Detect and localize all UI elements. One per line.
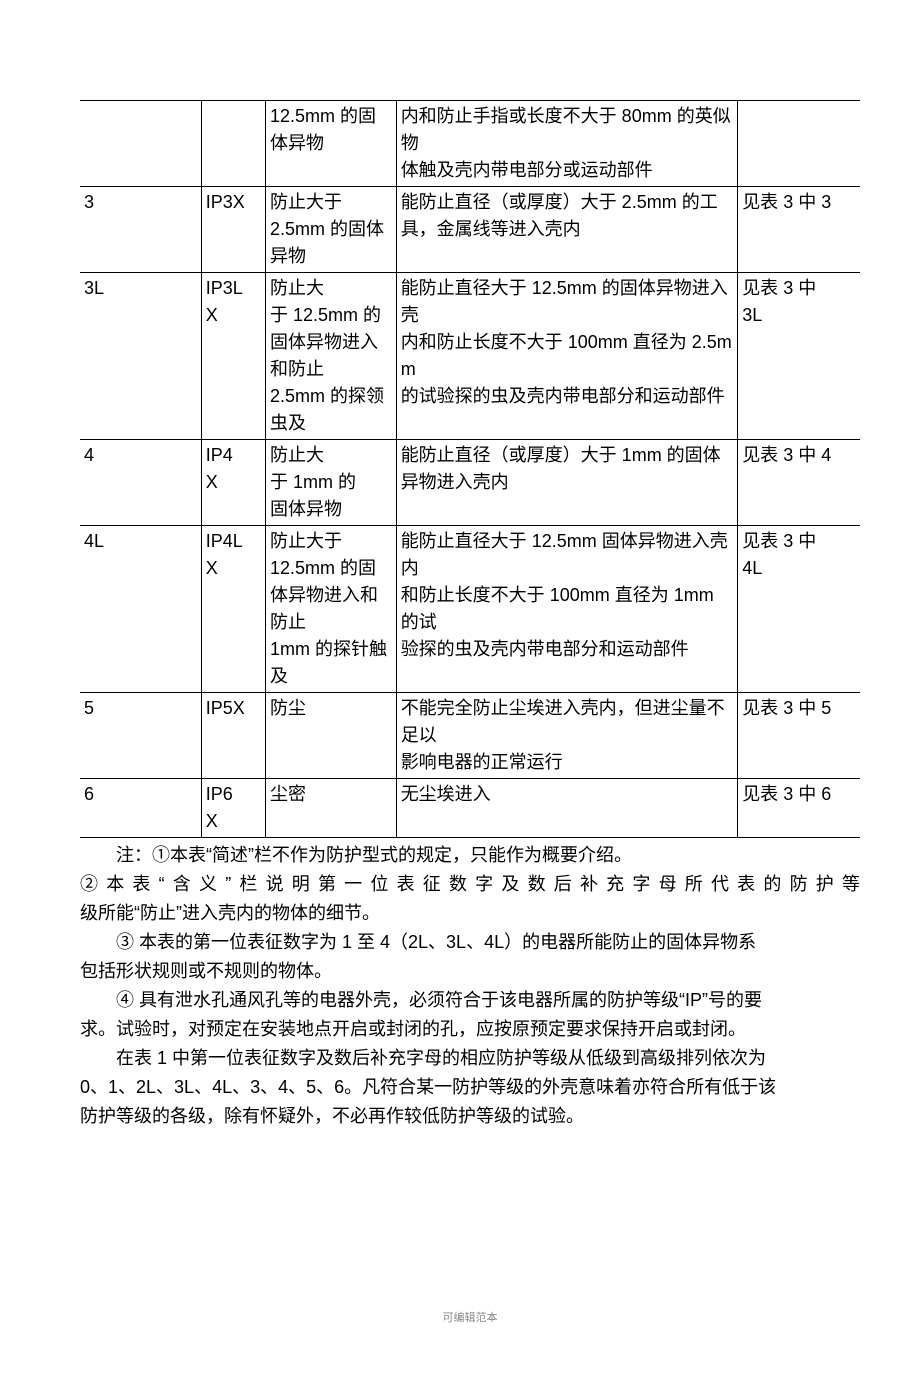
table-row: 6IP6X尘密无尘埃进入见表 3 中 6 <box>80 779 860 838</box>
note-2-line1: ②本表“含义”栏说明第一位表征数字及数后补充字母所代表的防护等 <box>80 871 860 898</box>
table-cell-c4: 能防止直径（或厚度）大于 1mm 的固体异物进入壳内 <box>396 440 738 526</box>
table-cell-c3: 防止大于2.5mm 的固体异物 <box>266 187 397 273</box>
table-cell-c1: 3 <box>80 187 201 273</box>
table-cell-c3: 尘密 <box>266 779 397 838</box>
table-cell-c5: 见表 3 中4L <box>738 526 860 693</box>
note-2-line2: 级所能“防止”进入壳内的物体的细节。 <box>80 900 860 927</box>
table-cell-c1: 5 <box>80 693 201 779</box>
table-row: 4LIP4LX防止大于 12.5mm 的固体异物进入和防止 1mm 的探针触及能… <box>80 526 860 693</box>
table-cell-c2: IP4X <box>201 440 265 526</box>
table-cell-c4: 无尘埃进入 <box>396 779 738 838</box>
table-cell-c3: 防尘 <box>266 693 397 779</box>
table-cell-c2: IP4LX <box>201 526 265 693</box>
table-cell-c3: 防止大于 12.5mm 的固体异物进入和防止 1mm 的探针触及 <box>266 526 397 693</box>
table-cell-c2: IP3LX <box>201 273 265 440</box>
table-cell-c1: 6 <box>80 779 201 838</box>
table-cell-c2: IP6X <box>201 779 265 838</box>
table-cell-c3: 防止大 于 12.5mm 的固体异物进入和防止 2.5mm 的探领虫及 <box>266 273 397 440</box>
table-row: 12.5mm 的固体异物内和防止手指或长度不大于 80mm 的英似物体触及壳内带… <box>80 101 860 187</box>
table-cell-c3: 12.5mm 的固体异物 <box>266 101 397 187</box>
table-cell-c5: 见表 3 中 6 <box>738 779 860 838</box>
footer-text: 可编辑范本 <box>80 1310 860 1327</box>
note-5-line3: 防护等级的各级，除有怀疑外，不必再作较低防护等级的试验。 <box>80 1103 860 1130</box>
table-cell-c5: 见表 3 中 3 <box>738 187 860 273</box>
table-row: 3IP3X防止大于2.5mm 的固体异物能防止直径（或厚度）大于 2.5mm 的… <box>80 187 860 273</box>
table-row: 4IP4X防止大于 1mm 的固体异物能防止直径（或厚度）大于 1mm 的固体异… <box>80 440 860 526</box>
ip-rating-table: 12.5mm 的固体异物内和防止手指或长度不大于 80mm 的英似物体触及壳内带… <box>80 100 860 838</box>
note-3-line1: ③ 本表的第一位表征数字为 1 至 4（2L、3L、4L）的电器所能防止的固体异… <box>80 929 860 956</box>
table-cell-c4: 内和防止手指或长度不大于 80mm 的英似物体触及壳内带电部分或运动部件 <box>396 101 738 187</box>
table-cell-c4: 能防止直径大于 12.5mm 的固体异物进入壳内和防止长度不大于 100mm 直… <box>396 273 738 440</box>
table-cell-c5 <box>738 101 860 187</box>
table-cell-c5: 见表 3 中3L <box>738 273 860 440</box>
table-cell-c2: IP5X <box>201 693 265 779</box>
note-4-line1: ④ 具有泄水孔通风孔等的电器外壳，必须符合于该电器所属的防护等级“IP”号的要 <box>80 987 860 1014</box>
note-4-line2: 求。试验时，对预定在安装地点开启或封闭的孔，应按原预定要求保持开启或封闭。 <box>80 1016 860 1043</box>
table-row: 5IP5X防尘不能完全防止尘埃进入壳内，但进尘量不足以影响电器的正常运行见表 3… <box>80 693 860 779</box>
table-cell-c1: 4 <box>80 440 201 526</box>
table-cell-c3: 防止大于 1mm 的固体异物 <box>266 440 397 526</box>
table-cell-c4: 能防止直径大于 12.5mm 固体异物进入壳内和防止长度不大于 100mm 直径… <box>396 526 738 693</box>
table-row: 3LIP3LX防止大 于 12.5mm 的固体异物进入和防止 2.5mm 的探领… <box>80 273 860 440</box>
table-cell-c2 <box>201 101 265 187</box>
table-cell-c1: 3L <box>80 273 201 440</box>
notes-block: 注：①本表“简述”栏不作为防护型式的规定，只能作为概要介绍。 ②本表“含义”栏说… <box>80 842 860 1130</box>
note-3-line2: 包括形状规则或不规则的物体。 <box>80 958 860 985</box>
table-cell-c2: IP3X <box>201 187 265 273</box>
note-1: 注：①本表“简述”栏不作为防护型式的规定，只能作为概要介绍。 <box>80 842 860 869</box>
table-cell-c4: 能防止直径（或厚度）大于 2.5mm 的工具，金属线等进入壳内 <box>396 187 738 273</box>
table-cell-c1 <box>80 101 201 187</box>
table-cell-c4: 不能完全防止尘埃进入壳内，但进尘量不足以影响电器的正常运行 <box>396 693 738 779</box>
note-5-line2: 0、1、2L、3L、4L、3、4、5、6。凡符合某一防护等级的外壳意味着亦符合所… <box>80 1074 860 1101</box>
table-cell-c5: 见表 3 中 4 <box>738 440 860 526</box>
note-5-line1: 在表 1 中第一位表征数字及数后补充字母的相应防护等级从低级到高级排列依次为 <box>80 1045 860 1072</box>
table-cell-c1: 4L <box>80 526 201 693</box>
table-cell-c5: 见表 3 中 5 <box>738 693 860 779</box>
